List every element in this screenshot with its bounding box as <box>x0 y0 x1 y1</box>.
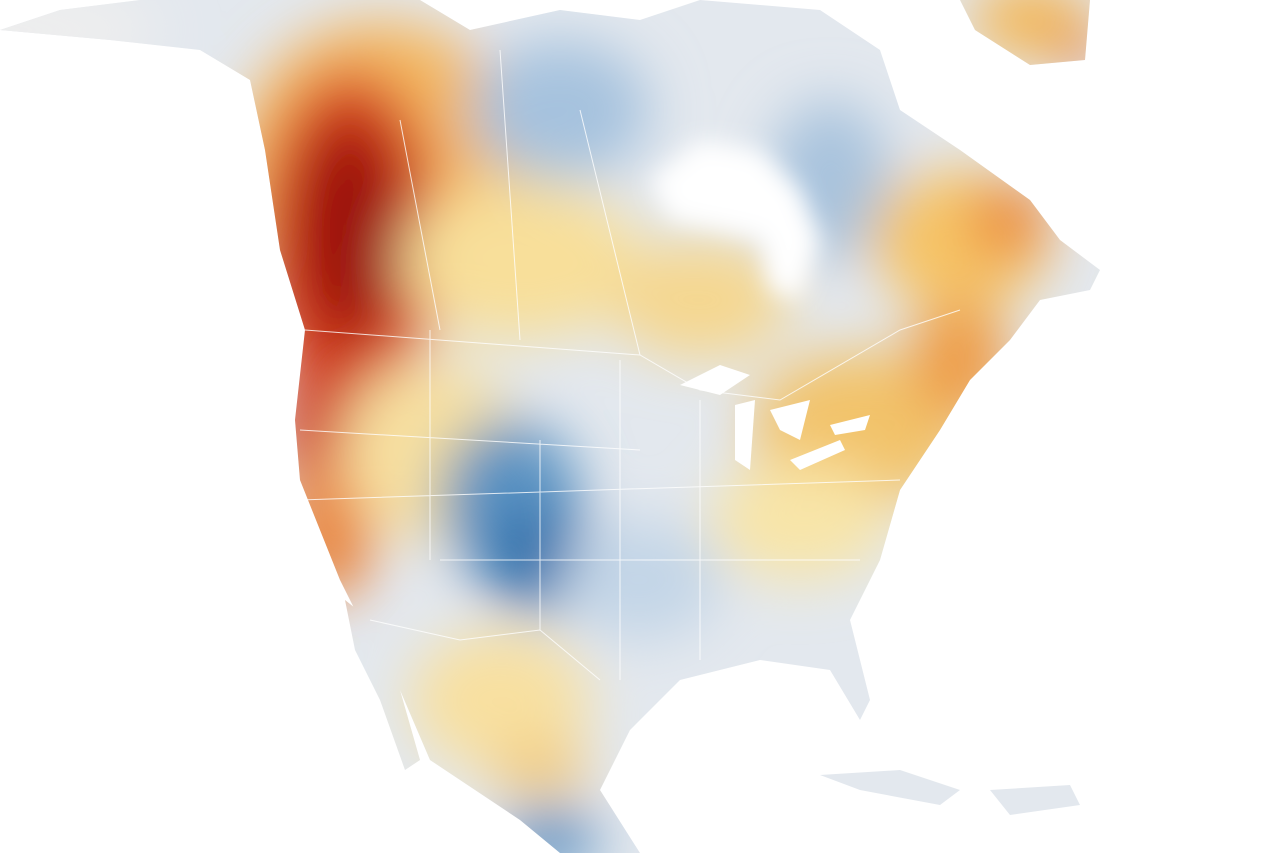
lake <box>770 400 810 440</box>
water-bodies <box>650 140 820 300</box>
border-line <box>304 309 961 401</box>
great-lakes <box>680 365 870 470</box>
lake <box>830 415 870 435</box>
border-line <box>399 49 641 356</box>
anomaly-field <box>0 0 1100 853</box>
hudson-bay <box>650 140 820 300</box>
border-line <box>369 619 601 681</box>
border-line <box>299 330 901 680</box>
borders <box>299 49 961 681</box>
lake <box>790 440 845 470</box>
lake <box>680 365 750 395</box>
lake <box>735 400 755 470</box>
